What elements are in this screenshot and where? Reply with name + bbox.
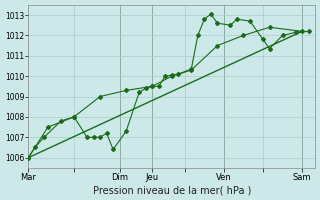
X-axis label: Pression niveau de la mer( hPa ): Pression niveau de la mer( hPa ): [92, 185, 251, 195]
